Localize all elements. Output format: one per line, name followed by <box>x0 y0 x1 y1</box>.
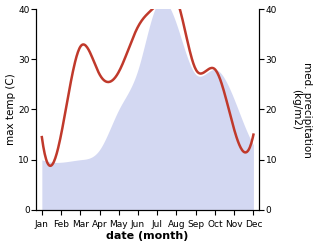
Y-axis label: max temp (C): max temp (C) <box>5 74 16 145</box>
X-axis label: date (month): date (month) <box>107 231 189 242</box>
Y-axis label: med. precipitation
(kg/m2): med. precipitation (kg/m2) <box>291 62 313 157</box>
